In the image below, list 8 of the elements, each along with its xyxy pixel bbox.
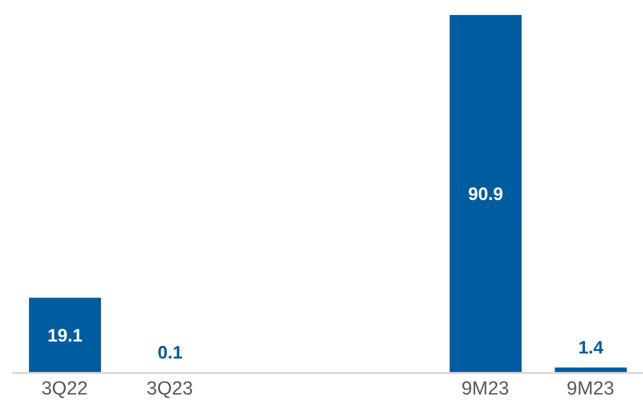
- data-label: 0.1: [158, 342, 183, 363]
- x-tick-label: 3Q23: [146, 378, 193, 400]
- data-label: 19.1: [47, 325, 83, 346]
- x-tick-label: 9M23: [461, 378, 510, 400]
- data-label: 90.9: [468, 184, 504, 204]
- data-label: 1.4: [578, 337, 604, 358]
- x-tick-label: 9M23: [566, 378, 614, 400]
- x-tick-label: 3Q22: [41, 378, 88, 400]
